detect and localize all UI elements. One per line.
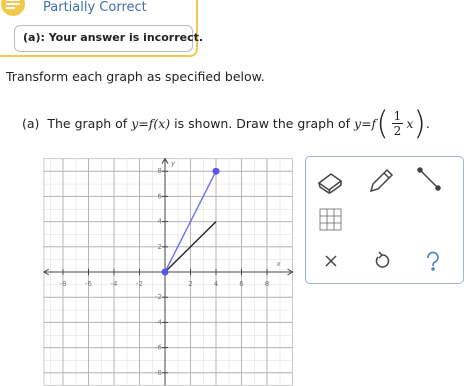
text: is shown. Draw the graph of xyxy=(174,115,351,131)
status-panel xyxy=(0,0,198,57)
drawn-graph xyxy=(164,170,217,273)
line-tool[interactable] xyxy=(417,167,441,191)
x-tick-label: -6 xyxy=(85,280,93,288)
drawn-point xyxy=(212,167,220,175)
y-tick-label: -8 xyxy=(155,369,162,377)
feedback-box xyxy=(14,25,193,52)
status-title: Partially Correct xyxy=(43,0,147,15)
y-tick-label: 2 xyxy=(158,243,162,251)
y-tick-label: 4 xyxy=(158,218,163,226)
graph[interactable]: -8 -6 -4 -2 2 4 6 8 8 6 4 2 -2 -4 -6 -8 x y xyxy=(0,0,300,386)
y-tick-label: -6 xyxy=(155,344,163,352)
math: x xyxy=(406,115,414,131)
paren: ( xyxy=(376,104,389,142)
text: The graph of xyxy=(47,115,128,131)
math: (x) xyxy=(153,115,171,131)
math: y=f xyxy=(131,115,154,131)
instruction: Transform each graph as specified below. xyxy=(6,69,265,84)
y-tick-label: -4 xyxy=(155,318,163,326)
x-axis-label: x xyxy=(276,260,282,268)
paren: ) xyxy=(413,104,426,142)
x-tick-label: -8 xyxy=(60,280,67,288)
label: (a) xyxy=(22,115,40,131)
x-tick-label: -2 xyxy=(136,280,143,288)
x-tick-label: -4 xyxy=(111,280,119,288)
numerator: 1 xyxy=(391,108,404,124)
status-icon xyxy=(1,0,25,16)
pencil-tool[interactable] xyxy=(369,168,394,193)
eraser-tool[interactable] xyxy=(317,173,343,195)
y-tick-label: 8 xyxy=(158,167,162,175)
feedback-text: (a): Your answer is incorrect. xyxy=(23,31,204,44)
drawn-point xyxy=(161,268,169,276)
y-tick-label: -2 xyxy=(155,293,162,301)
denominator: 2 xyxy=(393,123,402,138)
math: y=f xyxy=(354,115,377,131)
x-tick-label: 2 xyxy=(188,280,192,288)
x-tick-label: 4 xyxy=(214,280,219,288)
x-tick-label: 8 xyxy=(265,280,269,288)
undo-button[interactable] xyxy=(375,251,390,268)
text: . xyxy=(425,115,430,131)
toolbox xyxy=(305,156,464,284)
x-tick-label: 6 xyxy=(239,280,244,288)
clear-button[interactable] xyxy=(325,255,337,267)
y-tick-label: 6 xyxy=(158,192,163,200)
y-axis-label: y xyxy=(170,160,176,168)
question: (a) The graph of y=f (x) is shown. Draw t… xyxy=(22,101,430,145)
given-graph xyxy=(164,221,217,273)
grid-tool[interactable] xyxy=(319,208,342,231)
tool-icons xyxy=(317,167,441,271)
help-button[interactable] xyxy=(427,251,439,271)
